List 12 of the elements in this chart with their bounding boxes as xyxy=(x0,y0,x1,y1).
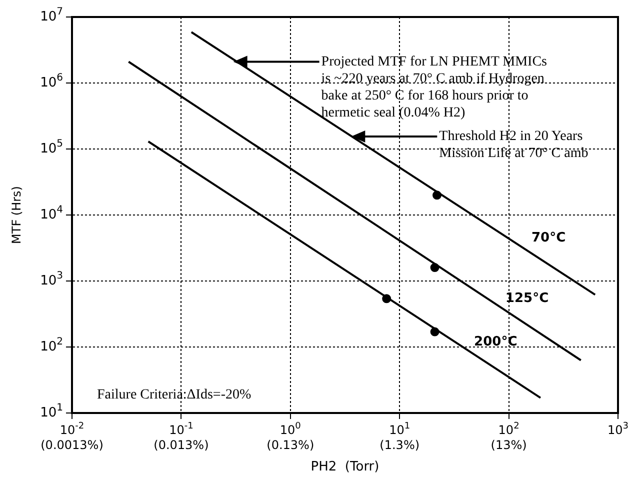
series-label: 70°C xyxy=(531,230,566,246)
annotation: Failure Criteria:ΔIds=-20% xyxy=(97,388,252,403)
text: (0.013%) xyxy=(154,438,209,452)
annotation: Projected MTF for LN PHEMT MMICs is ~220 years at 70° C amb if Hydrogen bake at 250° C for 168 hours prior to hermetic seal (0.04% H2) xyxy=(321,54,547,120)
series-label: 125°C xyxy=(505,290,549,306)
series-label: 200°C xyxy=(474,334,518,350)
text: (0.0013%) xyxy=(40,438,104,452)
text: (13%) xyxy=(490,438,527,452)
x-axis-title: PH2 (Torr) xyxy=(310,460,380,475)
y-axis-title: MTF (Hrs) xyxy=(9,186,24,244)
text: (0.13%) xyxy=(266,438,314,452)
text: (1.3%) xyxy=(380,438,420,452)
